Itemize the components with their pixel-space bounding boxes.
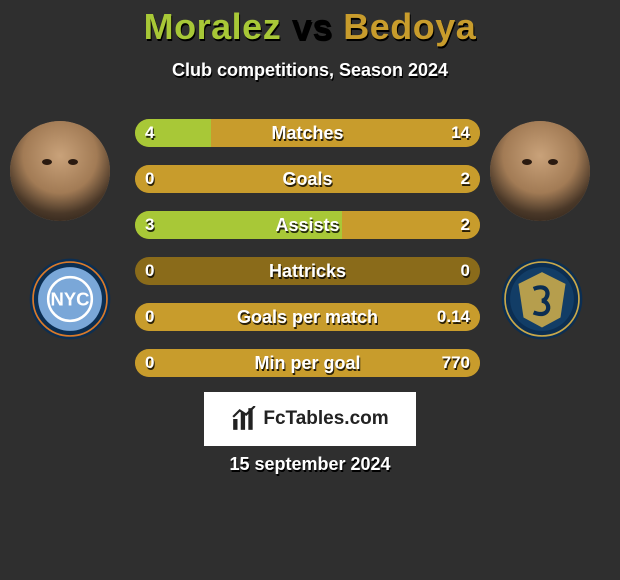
comparison-title: Moralez vs Bedoya <box>0 0 620 48</box>
attribution-text: FcTables.com <box>263 408 388 430</box>
svg-text:NYC: NYC <box>51 289 90 310</box>
stat-bars: 414Matches 02Goals 32Assists 00Hattricks 00.… <box>135 119 480 395</box>
stat-bar: 414Matches <box>135 119 480 147</box>
stat-label: Goals <box>135 165 480 193</box>
stat-label: Goals per match <box>135 303 480 331</box>
stat-label: Matches <box>135 119 480 147</box>
player1-club-badge: NYC <box>28 257 112 341</box>
stat-bar: 0770Min per goal <box>135 349 480 377</box>
stat-label: Assists <box>135 211 480 239</box>
face-placeholder-icon <box>10 121 110 221</box>
stat-label: Min per goal <box>135 349 480 377</box>
player2-name: Bedoya <box>343 6 476 47</box>
stat-bar: 00.14Goals per match <box>135 303 480 331</box>
player1-avatar <box>10 121 110 221</box>
stat-bar: 00Hattricks <box>135 257 480 285</box>
player2-avatar <box>490 121 590 221</box>
player1-name: Moralez <box>144 6 282 47</box>
attribution-badge: FcTables.com <box>204 392 416 446</box>
player2-club-badge <box>500 257 584 341</box>
stat-label: Hattricks <box>135 257 480 285</box>
subtitle: Club competitions, Season 2024 <box>0 60 620 81</box>
stat-bar: 32Assists <box>135 211 480 239</box>
snapshot-date: 15 september 2024 <box>0 454 620 475</box>
vs-text: vs <box>281 6 343 47</box>
face-placeholder-icon <box>490 121 590 221</box>
stat-bar: 02Goals <box>135 165 480 193</box>
chart-logo-icon <box>231 406 257 432</box>
